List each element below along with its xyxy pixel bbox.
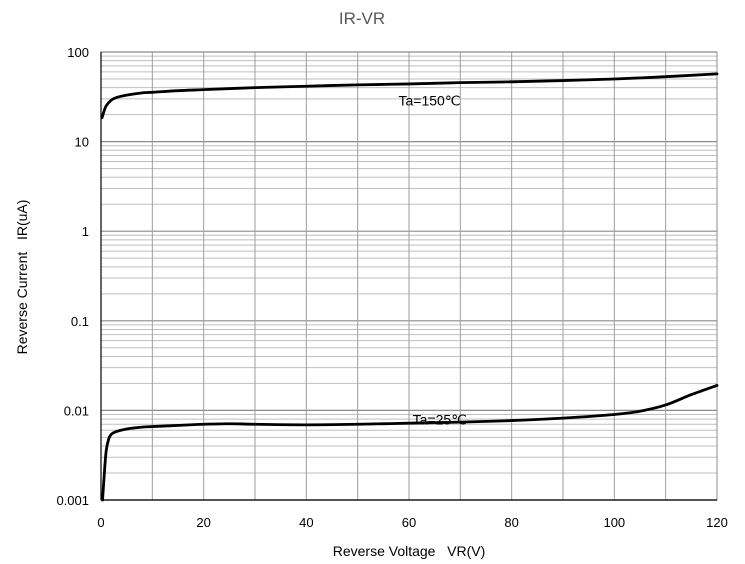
x-tick-label: 40	[299, 515, 313, 530]
y-tick-label: 10	[75, 135, 89, 150]
series-lines	[100, 72, 719, 502]
x-tick-label: 100	[603, 515, 625, 530]
x-tick-label: 20	[196, 515, 210, 530]
x-tick-label: 80	[504, 515, 518, 530]
plot-frame	[100, 51, 718, 501]
x-axis-label: Reverse Voltage VR(V)	[333, 543, 486, 559]
x-axis-ticks: 0 20 40 60 80 100 120	[97, 515, 727, 530]
y-tick-label: 0.01	[64, 403, 89, 418]
series-annotation: Ta=150℃	[399, 93, 461, 109]
x-tick-label: 120	[706, 515, 728, 530]
x-tick-label: 60	[402, 515, 416, 530]
y-axis-label: Reverse Current IR(uA)	[14, 200, 30, 355]
series-line-0	[100, 72, 719, 120]
y-tick-label: 0.001	[56, 493, 89, 508]
x-tick-label: 0	[97, 515, 104, 530]
y-tick-label: 100	[67, 45, 89, 60]
y-axis-ticks: 0.001 0.01 0.1 1 10 100	[56, 45, 89, 508]
y-tick-label: 0.1	[71, 314, 89, 329]
chart-title: IR-VR	[339, 9, 385, 28]
y-tick-label: 1	[82, 224, 89, 239]
series-annotation: Ta=25℃	[413, 412, 467, 428]
annotations: Ta=150℃ Ta=25℃	[399, 93, 467, 428]
series-line-1	[101, 384, 719, 502]
